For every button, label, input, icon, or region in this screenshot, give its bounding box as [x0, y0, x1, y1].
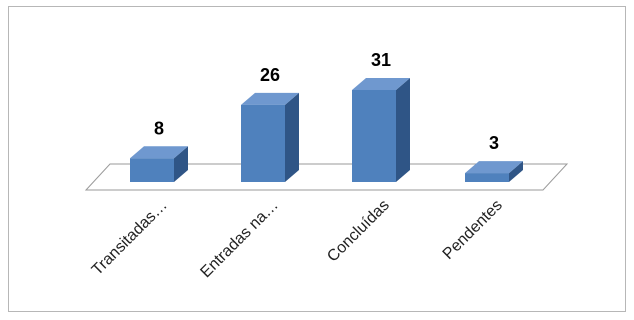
data-label-1: 8: [154, 118, 164, 138]
chart-frame: 8 26 31 3 Transitadas… Entradas na… Concluída…: [8, 6, 626, 312]
bar-side: [396, 78, 410, 182]
category-label-2: Entradas na…: [197, 197, 281, 281]
bar-side: [285, 92, 299, 182]
bars-group: [130, 78, 523, 182]
data-labels-group: 8 26 31 3: [154, 50, 499, 153]
bar-top: [241, 92, 299, 105]
data-label-3: 31: [371, 50, 391, 70]
category-label-1: Transitadas…: [89, 197, 171, 279]
bar-3: [352, 78, 410, 182]
category-labels-group: Transitadas… Entradas na… Concluídas Penden…: [89, 197, 506, 281]
bar-side: [174, 146, 188, 182]
bar-top: [352, 78, 410, 90]
bar-front: [241, 104, 285, 182]
bar-2: [241, 92, 299, 182]
category-label-4: Pendentes: [440, 197, 506, 263]
bar-top: [130, 146, 188, 159]
category-label-3: Concluídas: [324, 197, 393, 266]
data-label-4: 3: [489, 133, 499, 153]
bar-front: [130, 158, 174, 182]
bar-side: [509, 161, 523, 182]
bar-1: [130, 146, 188, 182]
bar-front: [352, 90, 396, 182]
chart-floor: [84, 163, 569, 191]
bar-front: [465, 173, 509, 182]
bar-4: [465, 161, 523, 182]
data-label-2: 26: [260, 65, 280, 85]
bar-top: [465, 161, 523, 174]
